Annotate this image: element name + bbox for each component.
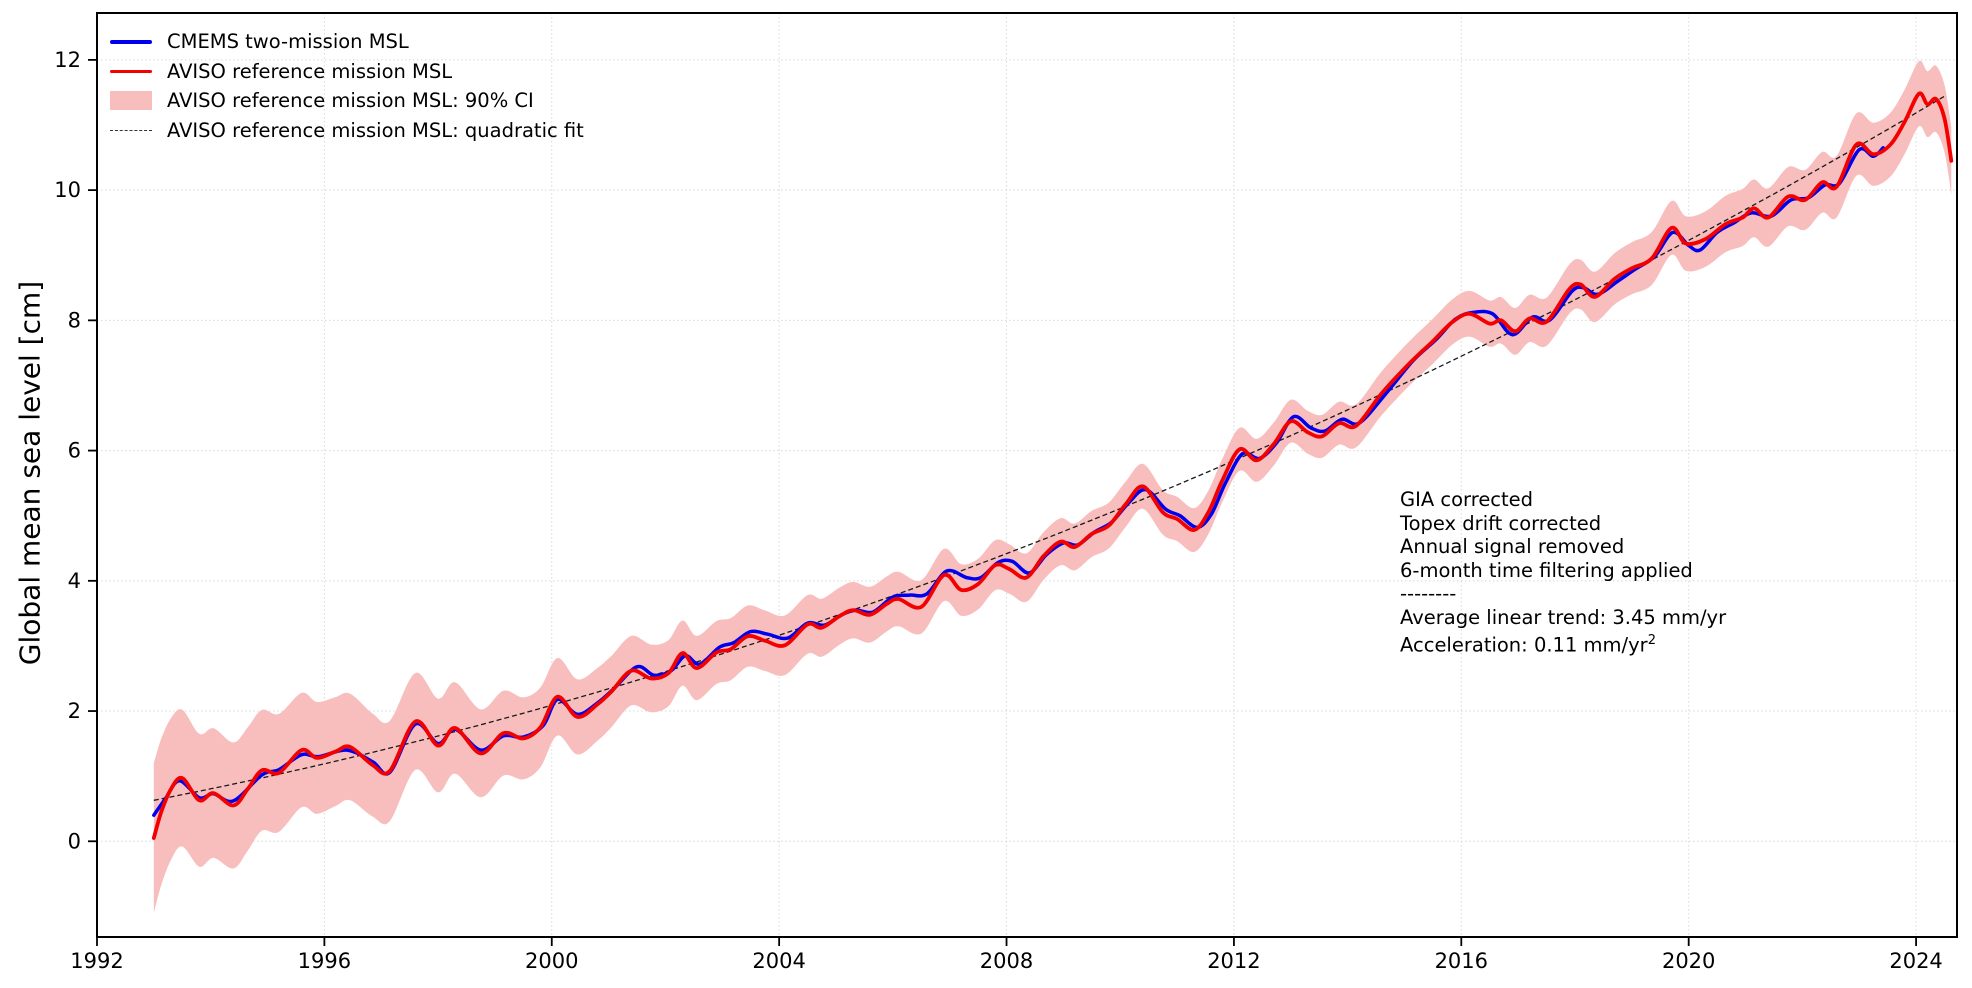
tick-label-x-1996: 1996 [298,949,351,973]
legend-patch-swatch-ci [110,91,152,111]
legend-label-aviso: AVISO reference mission MSL [167,59,453,83]
quadratic-fit-line [153,95,1945,801]
legend-item-fit: AVISO reference mission MSL: quadratic f… [110,116,584,146]
annotation-line-trend: Average linear trend: 3.45 mm/yr [1400,605,1727,629]
legend-line-swatch-aviso [110,69,152,73]
legend-label-ci: AVISO reference mission MSL: 90% CI [167,89,534,113]
legend-item-aviso: AVISO reference mission MSL [110,57,584,87]
annotation-line-annual: Annual signal removed [1400,535,1625,558]
tick-label-y-4: 4 [68,569,81,593]
tick-label-x-2024: 2024 [1889,949,1942,973]
annotation-line-gia: GIA corrected [1400,488,1534,511]
tick-label-x-1992: 1992 [70,949,123,973]
annotation-accel-superscript: 2 [1647,633,1656,648]
legend-line-swatch-cmems [110,40,152,44]
annotation-line-topex: Topex drift corrected [1400,511,1602,535]
legend-item-ci: AVISO reference mission MSL: 90% CI [110,86,584,116]
tick-label-y-10: 10 [54,178,81,202]
tick-label-y-8: 8 [68,308,81,332]
annotation-line-acceleration: Acceleration: 0.11 mm/yr2 [1400,633,1656,657]
series-aviso-line [151,91,1954,840]
tick-label-y-12: 12 [54,48,81,72]
tick-label-x-2000: 2000 [525,949,578,973]
tick-label-x-2012: 2012 [1207,949,1260,973]
tick-label-x-2004: 2004 [752,949,805,973]
annotation-line-filter: 6-month time filtering applied [1400,558,1693,582]
annotation-line-separator: -------- [1400,582,1457,605]
tick-label-y-2: 2 [68,699,81,723]
ci-band [153,60,1952,913]
legend-dash-swatch-fit [110,129,152,131]
legend-item-cmems: CMEMS two-mission MSL [110,27,584,57]
annotation-block: GIA corrected Topex drift corrected Annu… [1400,488,1726,657]
tick-label-y-0: 0 [68,829,81,853]
plot-border [96,12,1958,938]
tick-label-x-2016: 2016 [1435,949,1488,973]
tick-label-y-6: 6 [68,439,81,463]
tick-label-x-2020: 2020 [1662,949,1715,973]
legend-label-fit: AVISO reference mission MSL: quadratic f… [167,118,584,142]
tick-label-x-2008: 2008 [980,949,1033,973]
y-axis-title: Global mean sea level [cm] [13,280,47,666]
legend: CMEMS two-mission MSL AVISO reference mi… [110,27,584,145]
legend-label-cmems: CMEMS two-mission MSL [167,30,409,54]
